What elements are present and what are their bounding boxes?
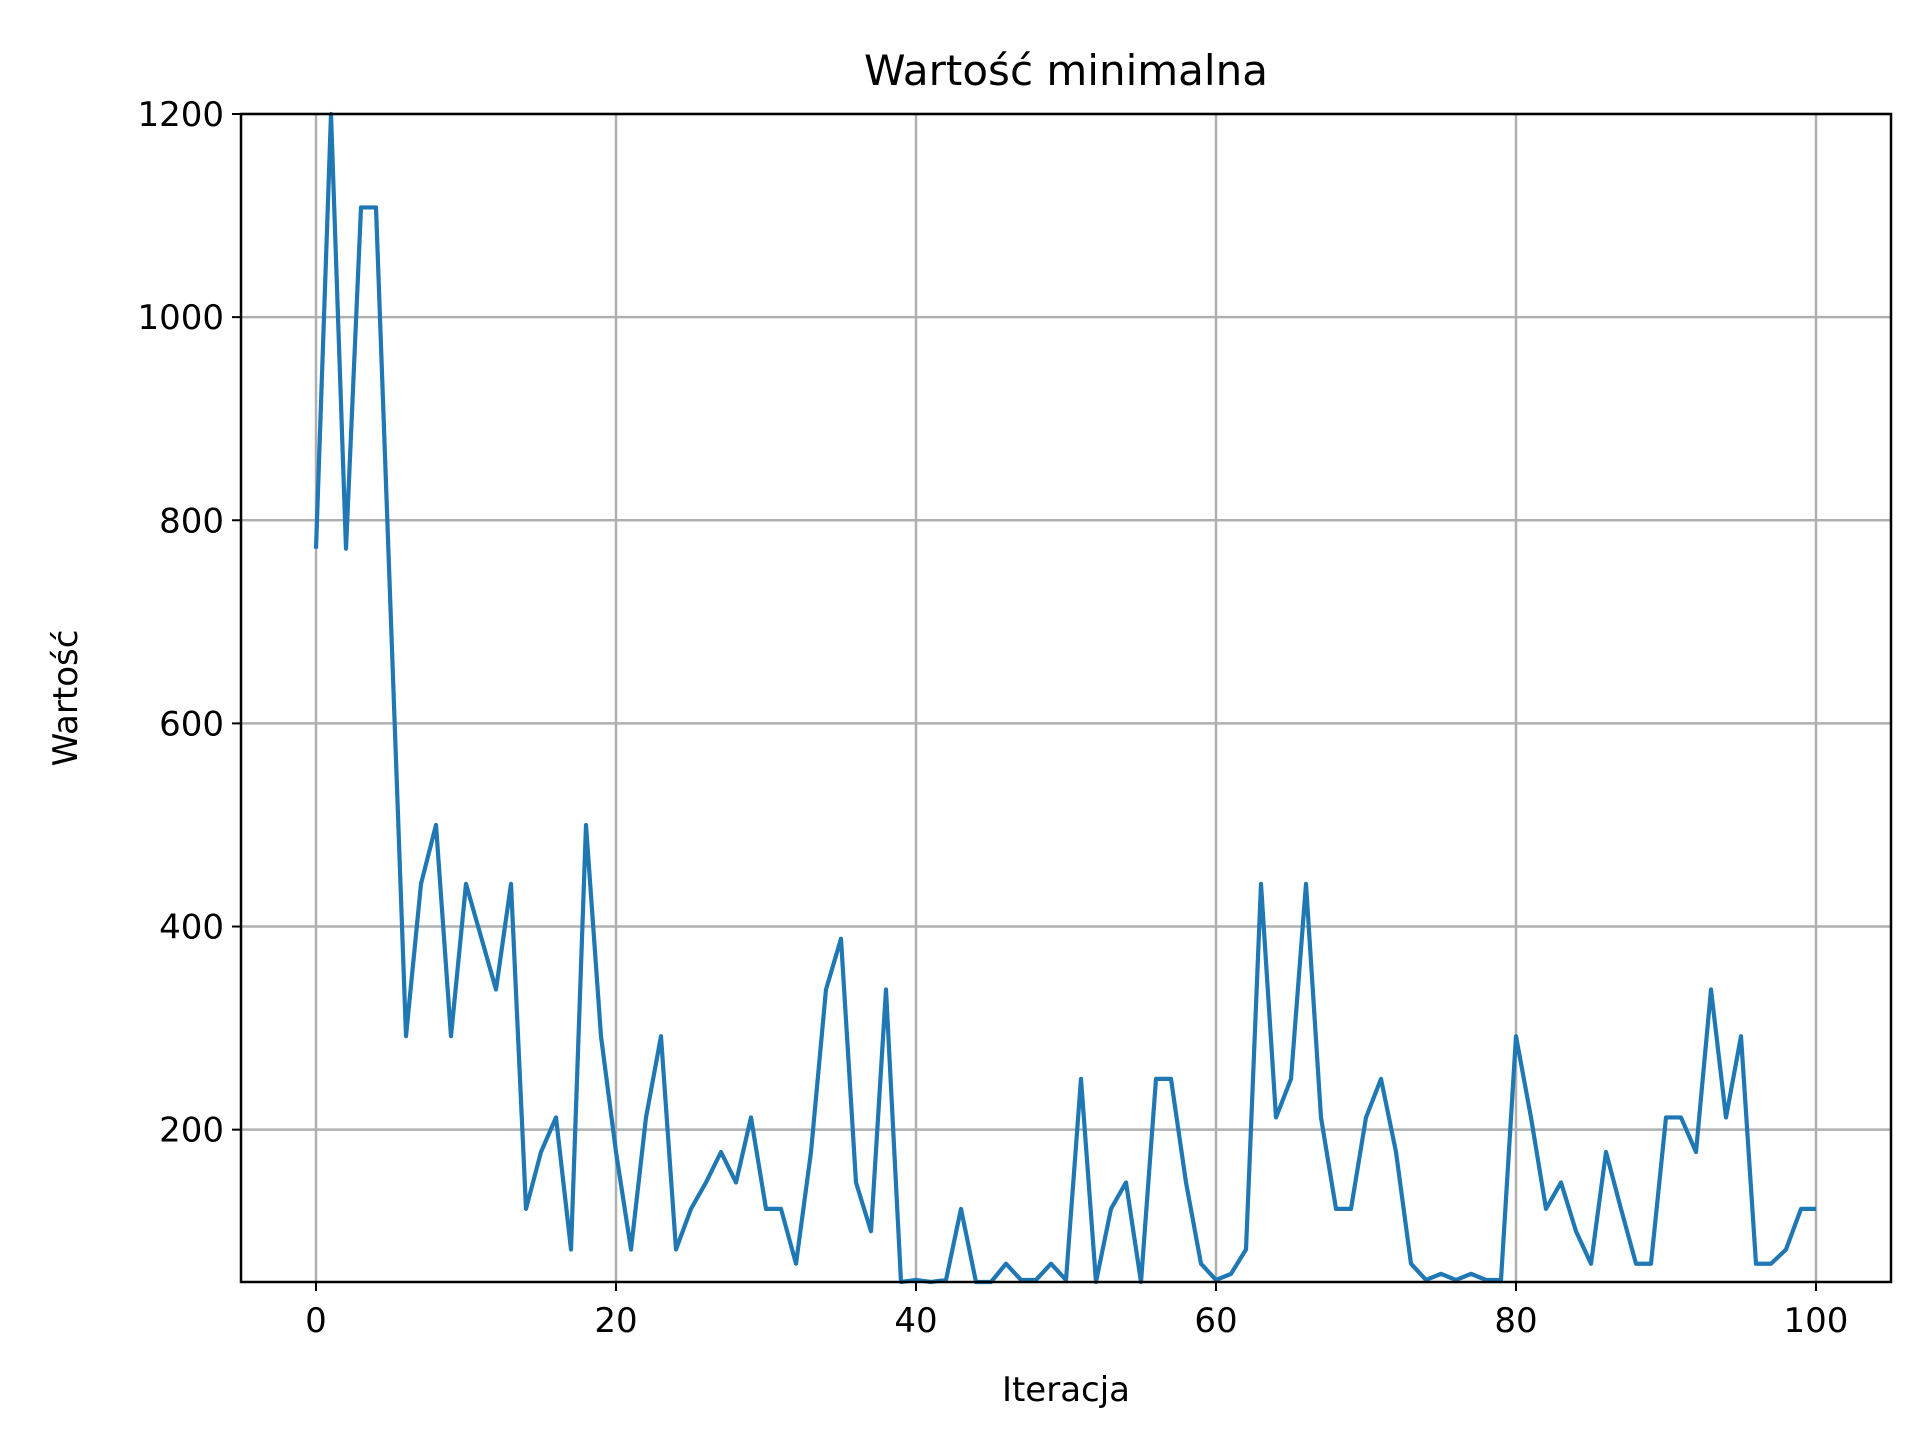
y-tick-label: 200 <box>159 1111 224 1151</box>
x-tick-label: 80 <box>1494 1301 1537 1341</box>
x-tick-label: 0 <box>305 1301 327 1341</box>
x-tick-label: 60 <box>1194 1301 1237 1341</box>
chart-title: Wartość minimalna <box>864 46 1268 95</box>
plot-frame <box>239 112 1893 1284</box>
series-layer <box>313 111 1816 1285</box>
tick-layer: 0 20 40 60 80 100 200 400 600 800 1000 1200 <box>137 95 1848 1341</box>
y-tick-label: 1000 <box>137 298 224 338</box>
series-line <box>313 111 1816 1285</box>
x-axis-label: Iteracja <box>1002 1370 1130 1410</box>
y-tick-label: 600 <box>159 704 224 744</box>
y-axis-label: Wartość <box>46 630 86 767</box>
x-tick-label: 20 <box>594 1301 637 1341</box>
x-tick-label: 40 <box>894 1301 937 1341</box>
y-tick-label: 800 <box>159 501 224 541</box>
y-tick-label: 1200 <box>137 95 224 135</box>
y-tick-label: 400 <box>159 908 224 948</box>
x-tick-label: 100 <box>1784 1301 1849 1341</box>
